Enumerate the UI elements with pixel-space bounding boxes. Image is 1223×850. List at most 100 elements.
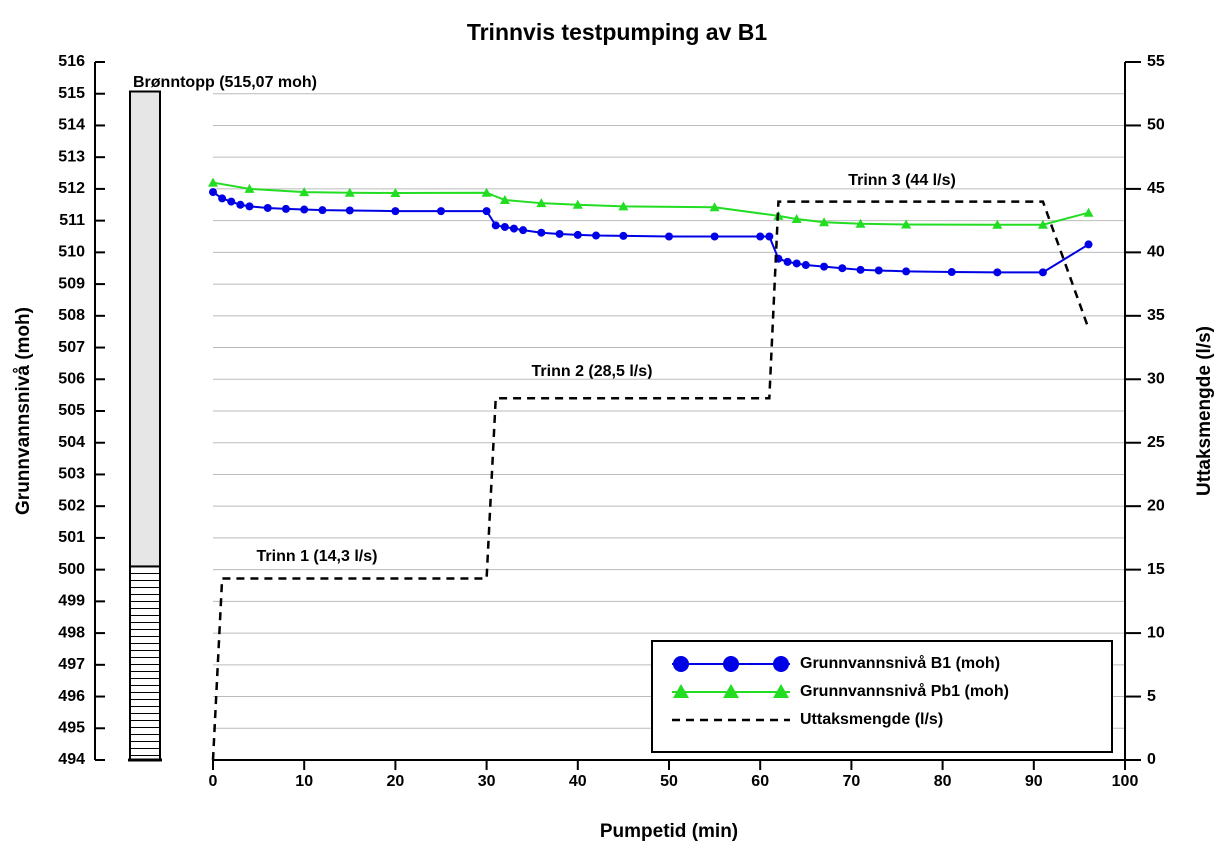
annotation: Trinn 3 (44 l/s) bbox=[848, 172, 956, 189]
point bbox=[482, 207, 491, 216]
y2-tick-label: 45 bbox=[1147, 180, 1165, 197]
point bbox=[838, 264, 847, 273]
point bbox=[792, 259, 801, 268]
point bbox=[756, 232, 765, 241]
point bbox=[500, 222, 509, 231]
point bbox=[665, 232, 673, 241]
legend-marker bbox=[723, 684, 739, 698]
point bbox=[509, 224, 518, 233]
x-tick-label: 70 bbox=[843, 773, 861, 790]
y2-tick-label: 40 bbox=[1147, 244, 1165, 261]
y2-axis-title: Uttaksmengde (l/s) bbox=[1194, 326, 1215, 496]
y-tick-label: 514 bbox=[58, 117, 85, 134]
y-tick-label: 508 bbox=[58, 307, 85, 324]
legend-marker bbox=[773, 656, 789, 672]
point bbox=[1038, 268, 1047, 277]
y-tick-label: 498 bbox=[58, 624, 85, 641]
point bbox=[218, 194, 227, 203]
series-line bbox=[211, 200, 1090, 761]
y2-tick-label: 55 bbox=[1147, 53, 1165, 70]
annotation: Trinn 1 (14,3 l/s) bbox=[257, 548, 378, 565]
y-tick-label: 503 bbox=[58, 466, 85, 483]
point bbox=[390, 188, 401, 198]
point bbox=[993, 268, 1002, 277]
point bbox=[537, 228, 546, 237]
well-screen bbox=[129, 565, 161, 761]
point bbox=[820, 262, 829, 271]
legend-marker bbox=[723, 656, 739, 672]
point bbox=[499, 195, 510, 205]
point bbox=[491, 221, 500, 230]
point bbox=[263, 203, 272, 212]
series-line bbox=[212, 191, 1090, 274]
point bbox=[791, 214, 802, 224]
x-tick-label: 60 bbox=[751, 773, 769, 790]
y2-tick-label: 50 bbox=[1147, 117, 1165, 134]
point bbox=[1083, 207, 1094, 217]
point bbox=[709, 202, 720, 212]
point bbox=[592, 231, 601, 240]
legend-label: Grunnvannsnivå B1 (moh) bbox=[800, 654, 1000, 672]
point bbox=[300, 205, 309, 214]
y-tick-label: 502 bbox=[58, 497, 85, 514]
y2-tick-label: 20 bbox=[1147, 497, 1165, 514]
y-tick-label: 512 bbox=[58, 180, 85, 197]
y2-tick-label: 5 bbox=[1147, 688, 1156, 705]
x-tick-label: 90 bbox=[1025, 773, 1043, 790]
y-axis-title: Grunnvannsnivå (moh) bbox=[13, 307, 34, 515]
point bbox=[947, 268, 956, 277]
annotation: Trinn 2 (28,5 l/s) bbox=[532, 363, 653, 380]
point bbox=[783, 257, 792, 266]
point bbox=[345, 206, 354, 215]
point bbox=[801, 261, 810, 270]
point bbox=[992, 219, 1003, 229]
well-label: Brønntopp (515,07 moh) bbox=[133, 74, 317, 91]
y-tick-label: 497 bbox=[58, 656, 85, 673]
y-tick-label: 505 bbox=[58, 402, 85, 419]
point bbox=[819, 217, 830, 227]
legend-marker bbox=[673, 684, 689, 698]
point bbox=[391, 207, 400, 216]
point bbox=[519, 226, 528, 235]
point bbox=[236, 200, 245, 209]
well-casing bbox=[129, 90, 161, 568]
y2-tick-label: 25 bbox=[1147, 434, 1165, 451]
point bbox=[209, 188, 217, 197]
y-tick-label: 510 bbox=[58, 244, 85, 261]
y2-tick-label: 10 bbox=[1147, 624, 1165, 641]
point bbox=[874, 266, 883, 275]
point bbox=[901, 219, 912, 229]
y-tick-label: 501 bbox=[58, 529, 85, 546]
legend-marker bbox=[773, 684, 789, 698]
point bbox=[765, 232, 774, 241]
x-tick-label: 10 bbox=[295, 773, 313, 790]
point bbox=[318, 206, 327, 215]
legend-label: Grunnvannsnivå Pb1 (moh) bbox=[800, 682, 1009, 700]
x-tick-label: 80 bbox=[934, 773, 952, 790]
y-tick-label: 500 bbox=[58, 561, 85, 578]
point bbox=[536, 198, 547, 208]
x-tick-label: 0 bbox=[209, 773, 218, 790]
legend-marker bbox=[673, 656, 689, 672]
point bbox=[244, 183, 255, 193]
chart-title: Trinnvis testpumping av B1 bbox=[467, 19, 768, 45]
x-tick-label: 40 bbox=[569, 773, 587, 790]
x-tick-label: 50 bbox=[660, 773, 678, 790]
y2-tick-label: 15 bbox=[1147, 561, 1165, 578]
point bbox=[902, 267, 911, 276]
y-tick-label: 494 bbox=[58, 751, 85, 768]
point bbox=[227, 197, 236, 206]
point bbox=[299, 187, 310, 197]
y-tick-label: 504 bbox=[58, 434, 85, 451]
point bbox=[618, 201, 629, 211]
y-tick-label: 513 bbox=[58, 148, 85, 165]
y-tick-label: 495 bbox=[58, 719, 85, 736]
point bbox=[555, 229, 564, 238]
x-tick-label: 100 bbox=[1112, 773, 1139, 790]
point bbox=[710, 232, 719, 241]
point bbox=[855, 218, 866, 228]
point bbox=[856, 265, 865, 274]
point bbox=[281, 204, 290, 213]
x-axis-title: Pumpetid (min) bbox=[600, 821, 738, 842]
